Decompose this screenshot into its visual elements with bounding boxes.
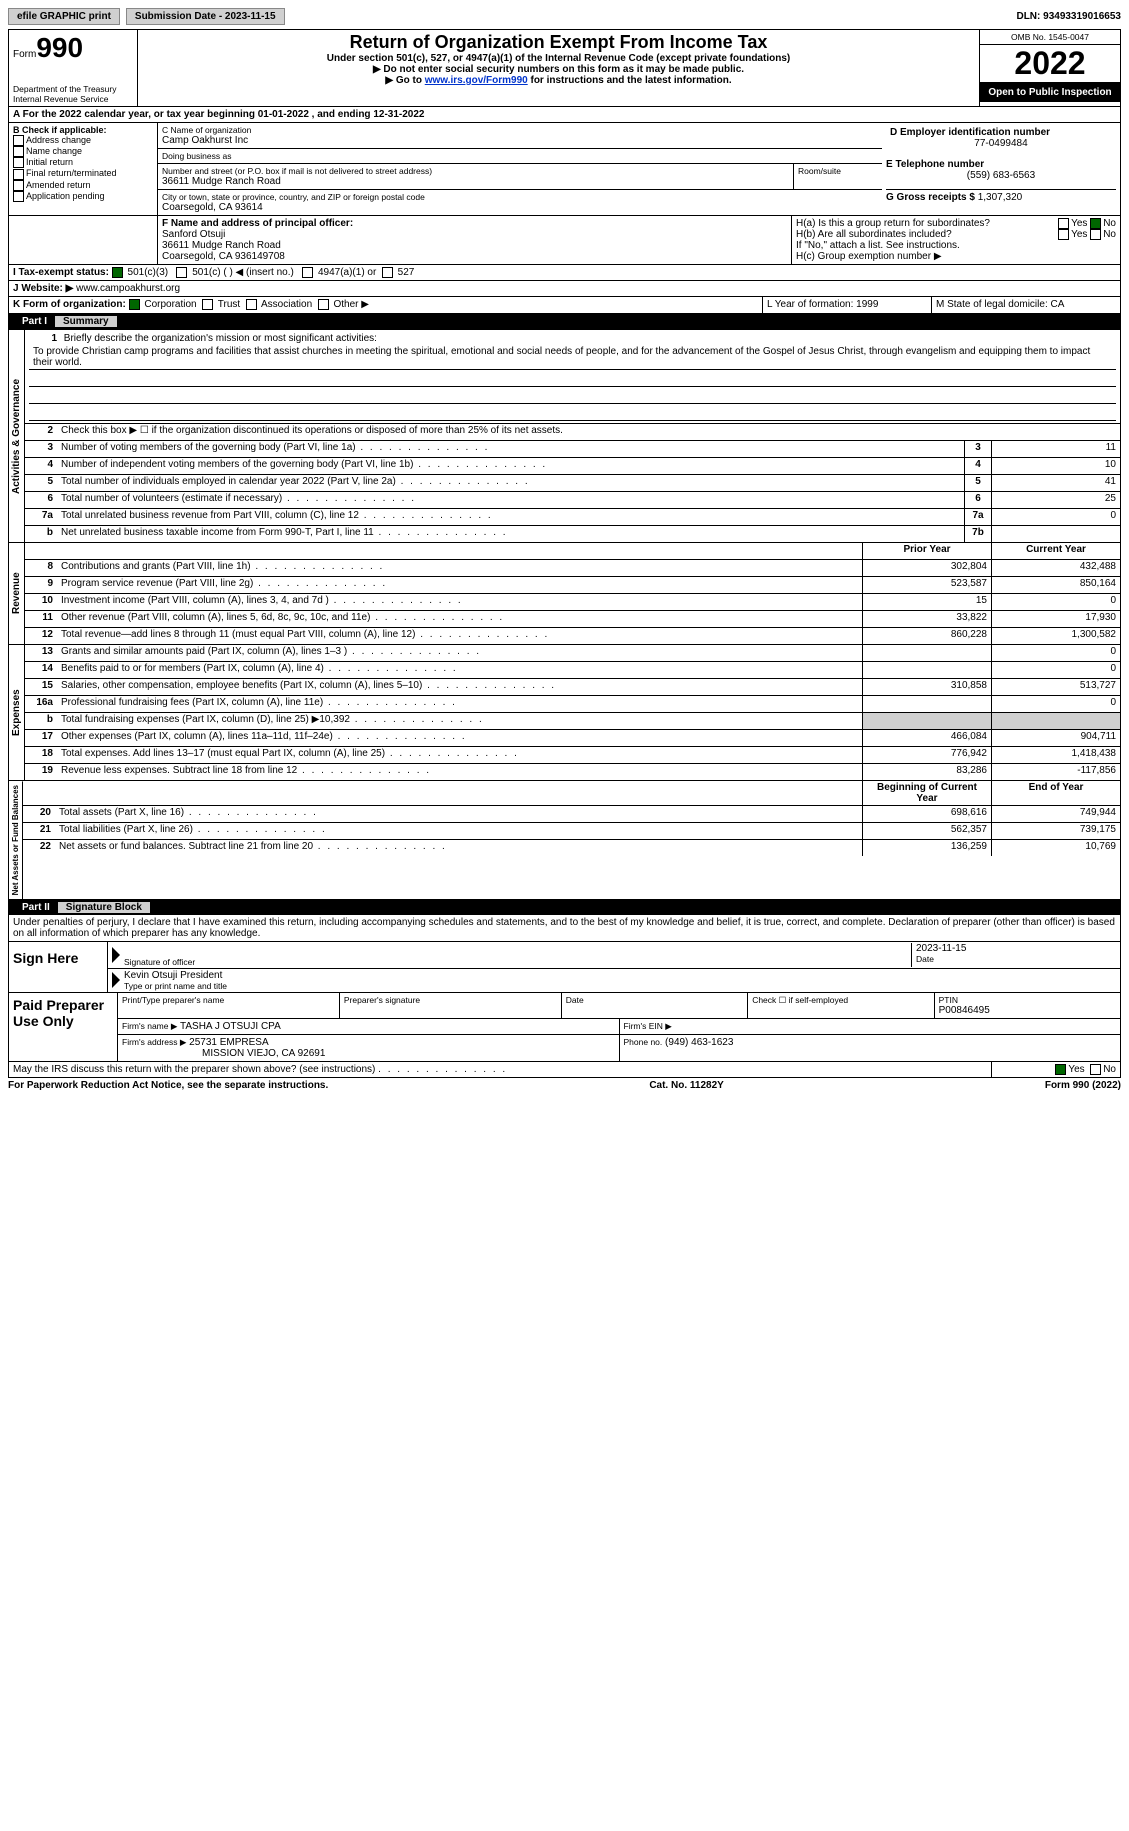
table-row: bTotal fundraising expenses (Part IX, co… — [25, 713, 1120, 730]
cb-group-return-no[interactable] — [1090, 218, 1101, 229]
dept-text: Department of the Treasury — [13, 84, 133, 94]
section-i: I Tax-exempt status: 501(c)(3) 501(c) ( … — [8, 265, 1121, 281]
table-row: 22Net assets or fund balances. Subtract … — [23, 840, 1120, 856]
section-j: J Website: ▶ www.campoakhurst.org — [8, 281, 1121, 297]
table-row: 10Investment income (Part VIII, column (… — [25, 594, 1120, 611]
table-row: 19Revenue less expenses. Subtract line 1… — [25, 764, 1120, 780]
form-label: Form — [13, 49, 36, 60]
table-row: 12Total revenue—add lines 8 through 11 (… — [25, 628, 1120, 644]
summary-net-assets: Net Assets or Fund Balances Beginning of… — [8, 781, 1121, 900]
table-row: 3Number of voting members of the governi… — [25, 441, 1120, 458]
form-header: Form990 Department of the Treasury Inter… — [8, 29, 1121, 107]
section-a: A For the 2022 calendar year, or tax yea… — [8, 107, 1121, 123]
cb-discuss-yes[interactable] — [1055, 1064, 1066, 1075]
omb-text: OMB No. 1545-0047 — [980, 30, 1120, 45]
arrow-icon — [112, 972, 120, 988]
paid-preparer-section: Paid Preparer Use Only Print/Type prepar… — [8, 993, 1121, 1062]
section-c: C Name of organization Camp Oakhurst Inc… — [158, 123, 882, 215]
table-row: 11Other revenue (Part VIII, column (A), … — [25, 611, 1120, 628]
table-row: 13Grants and similar amounts paid (Part … — [25, 645, 1120, 662]
dln-text: DLN: 93493319016653 — [1016, 11, 1121, 22]
sections-k-l-m: K Form of organization: Corporation Trus… — [8, 297, 1121, 313]
org-name: Camp Oakhurst Inc — [162, 135, 878, 146]
gross-receipts: 1,307,320 — [978, 192, 1023, 203]
irs-text: Internal Revenue Service — [13, 94, 133, 104]
table-row: bNet unrelated business taxable income f… — [25, 526, 1120, 542]
firm-name: TASHA J OTSUJI CPA — [180, 1021, 281, 1032]
cb-initial-return[interactable]: Initial return — [13, 157, 153, 168]
part-2-header: Part II Signature Block — [8, 900, 1121, 915]
table-row: 14Benefits paid to or for members (Part … — [25, 662, 1120, 679]
summary-revenue: Revenue Prior Year Current Year 8Contrib… — [8, 543, 1121, 645]
table-row: 15Salaries, other compensation, employee… — [25, 679, 1120, 696]
page-footer: For Paperwork Reduction Act Notice, see … — [8, 1078, 1121, 1093]
street: 36611 Mudge Ranch Road — [162, 176, 789, 187]
form-title: Return of Organization Exempt From Incom… — [142, 32, 975, 53]
table-row: 21Total liabilities (Part X, line 26)562… — [23, 823, 1120, 840]
efile-button[interactable]: efile GRAPHIC print — [8, 8, 120, 25]
phone: (559) 683-6563 — [886, 170, 1116, 181]
note-2: ▶ Go to www.irs.gov/Form990 for instruct… — [142, 75, 975, 86]
table-row: 16aProfessional fundraising fees (Part I… — [25, 696, 1120, 713]
sections-d-e-g: D Employer identification number 77-0499… — [882, 123, 1120, 215]
sign-here-section: Sign Here Signature of officer 2023-11-1… — [8, 942, 1121, 993]
sections-b-to-g: B Check if applicable: Address change Na… — [8, 123, 1121, 216]
part-1-header: Part I Summary — [8, 314, 1121, 329]
cb-final-return[interactable]: Final return/terminated — [13, 168, 153, 179]
ein: 77-0499484 — [890, 138, 1112, 149]
irs-link[interactable]: www.irs.gov/Form990 — [425, 75, 528, 86]
section-b: B Check if applicable: Address change Na… — [9, 123, 158, 215]
cb-corporation[interactable] — [129, 299, 140, 310]
sig-date: 2023-11-15 — [916, 943, 1116, 954]
sections-f-h: F Name and address of principal officer:… — [8, 216, 1121, 265]
cb-name-change[interactable]: Name change — [13, 146, 153, 157]
table-row: 4Number of independent voting members of… — [25, 458, 1120, 475]
table-row: 8Contributions and grants (Part VIII, li… — [25, 560, 1120, 577]
summary-activities: Activities & Governance 1 Briefly descri… — [8, 329, 1121, 543]
top-bar: efile GRAPHIC print Submission Date - 20… — [8, 8, 1121, 25]
table-row: 7aTotal unrelated business revenue from … — [25, 509, 1120, 526]
cb-address-change[interactable]: Address change — [13, 135, 153, 146]
submission-button[interactable]: Submission Date - 2023-11-15 — [126, 8, 285, 25]
declaration-text: Under penalties of perjury, I declare th… — [8, 915, 1121, 942]
officer-name: Sanford Otsuji — [162, 229, 787, 240]
discuss-row: May the IRS discuss this return with the… — [8, 1062, 1121, 1078]
cb-amended-return[interactable]: Amended return — [13, 180, 153, 191]
officer-typed-name: Kevin Otsuji President — [124, 970, 1116, 981]
table-row: 20Total assets (Part X, line 16)698,6167… — [23, 806, 1120, 823]
ptin: P00846495 — [939, 1005, 1116, 1016]
firm-phone: (949) 463-1623 — [665, 1037, 733, 1048]
form-subtitle: Under section 501(c), 527, or 4947(a)(1)… — [142, 53, 975, 64]
website: www.campoakhurst.org — [76, 283, 180, 294]
summary-expenses: Expenses 13Grants and similar amounts pa… — [8, 645, 1121, 781]
city: Coarsegold, CA 93614 — [162, 202, 878, 213]
note-1: ▶ Do not enter social security numbers o… — [142, 64, 975, 75]
table-row: 5Total number of individuals employed in… — [25, 475, 1120, 492]
cb-application-pending[interactable]: Application pending — [13, 191, 153, 202]
table-row: 9Program service revenue (Part VIII, lin… — [25, 577, 1120, 594]
mission-text: To provide Christian camp programs and f… — [29, 345, 1116, 370]
table-row: 18Total expenses. Add lines 13–17 (must … — [25, 747, 1120, 764]
form-number: 990 — [36, 32, 83, 63]
arrow-icon — [112, 947, 120, 963]
table-row: 6Total number of volunteers (estimate if… — [25, 492, 1120, 509]
table-row: 17Other expenses (Part IX, column (A), l… — [25, 730, 1120, 747]
inspection-badge: Open to Public Inspection — [980, 83, 1120, 102]
cb-501c3[interactable] — [112, 267, 123, 278]
tax-year: 2022 — [980, 45, 1120, 83]
